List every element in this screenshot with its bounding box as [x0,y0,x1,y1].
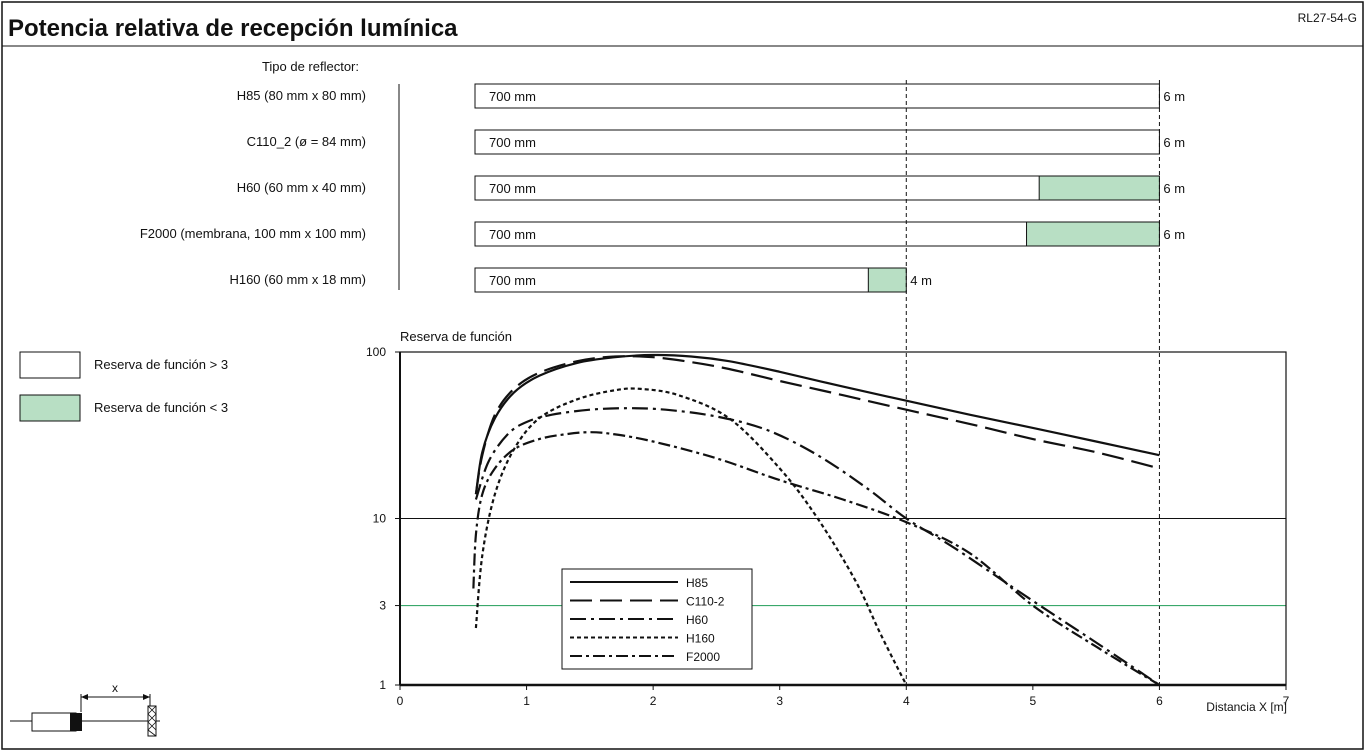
range-bar [474,83,1160,109]
series-line-h160 [474,387,908,686]
low-reserve-segment [1026,222,1160,246]
reflector-bars: H85 (80 mm x 80 mm) 700 mm 6 m C110_2 (ø = … [140,83,1185,293]
range-end-label: 6 m [1163,227,1185,242]
range-bar [474,267,907,293]
x-axis-label: Distancia X [m] [1206,700,1287,714]
reserve-legend: Reserva de función > 3 Reserva de funció… [19,351,228,422]
range-end-label: 6 m [1163,89,1185,104]
x-tick-label: 0 [397,694,404,708]
reflector-icon [147,705,157,737]
x-tick-label: 7 [1283,694,1290,708]
dim-arrows [81,694,150,700]
x-tick-label: 2 [650,694,657,708]
figure-code: RL27-54-G [1298,11,1357,25]
sensor-lens-icon [70,713,82,731]
range-end-label: 6 m [1163,181,1185,196]
range-start-label: 700 mm [489,227,536,242]
low-reserve-segment [868,268,907,292]
range-start-label: 700 mm [489,89,536,104]
y-tick-label: 10 [373,512,387,526]
reflector-heading: Tipo de reflector: [262,59,359,74]
y-axis-label: Reserva de función [400,329,512,344]
low-reserve-segment [1039,176,1160,200]
distance-symbol: x [112,681,118,695]
range-end-label: 6 m [1163,135,1185,150]
range-start-label: 700 mm [489,273,536,288]
x-tick-label: 6 [1156,694,1163,708]
setup-diagram: x [10,681,160,737]
reserve-high-label: Reserva de función > 3 [94,357,228,372]
x-tick-label: 1 [523,694,530,708]
legend-label: H85 [686,576,708,590]
y-tick-label: 3 [379,599,386,613]
reflector-label: F2000 (membrana, 100 mm x 100 mm) [140,226,366,241]
range-start-label: 700 mm [489,181,536,196]
range-bar [474,129,1160,155]
chart-title: Potencia relativa de recepción lumínica [8,15,458,42]
reflector-hatch [147,705,157,737]
x-tick-label: 5 [1030,694,1037,708]
sensor-body-icon [31,712,77,732]
legend-label: C110-2 [686,595,725,609]
y-tick-label: 100 [366,345,386,359]
series-line-h85 [474,353,1160,495]
reflector-label: H160 (60 mm x 18 mm) [229,272,366,287]
series-legend: H85 C110-2 H60 H160 F2000 [561,568,753,670]
legend-label: F2000 [686,650,720,664]
range-start-label: 700 mm [489,135,536,150]
reserve-high-swatch [19,351,81,379]
series-line-f2000 [472,431,1160,686]
x-tick-label: 3 [776,694,783,708]
reflector-label: H85 (80 mm x 80 mm) [237,88,366,103]
reflector-label: C110_2 (ø = 84 mm) [247,134,366,149]
reserve-low-label: Reserva de función < 3 [94,400,228,415]
reserve-low-swatch [19,394,81,422]
legend-label: H60 [686,613,708,627]
y-tick-label: 1 [379,678,386,692]
range-end-label: 4 m [910,273,932,288]
reflector-label: H60 (60 mm x 40 mm) [237,180,366,195]
series-line-c110-2 [474,355,1160,495]
x-tick-label: 4 [903,694,910,708]
legend-label: H160 [686,632,715,646]
